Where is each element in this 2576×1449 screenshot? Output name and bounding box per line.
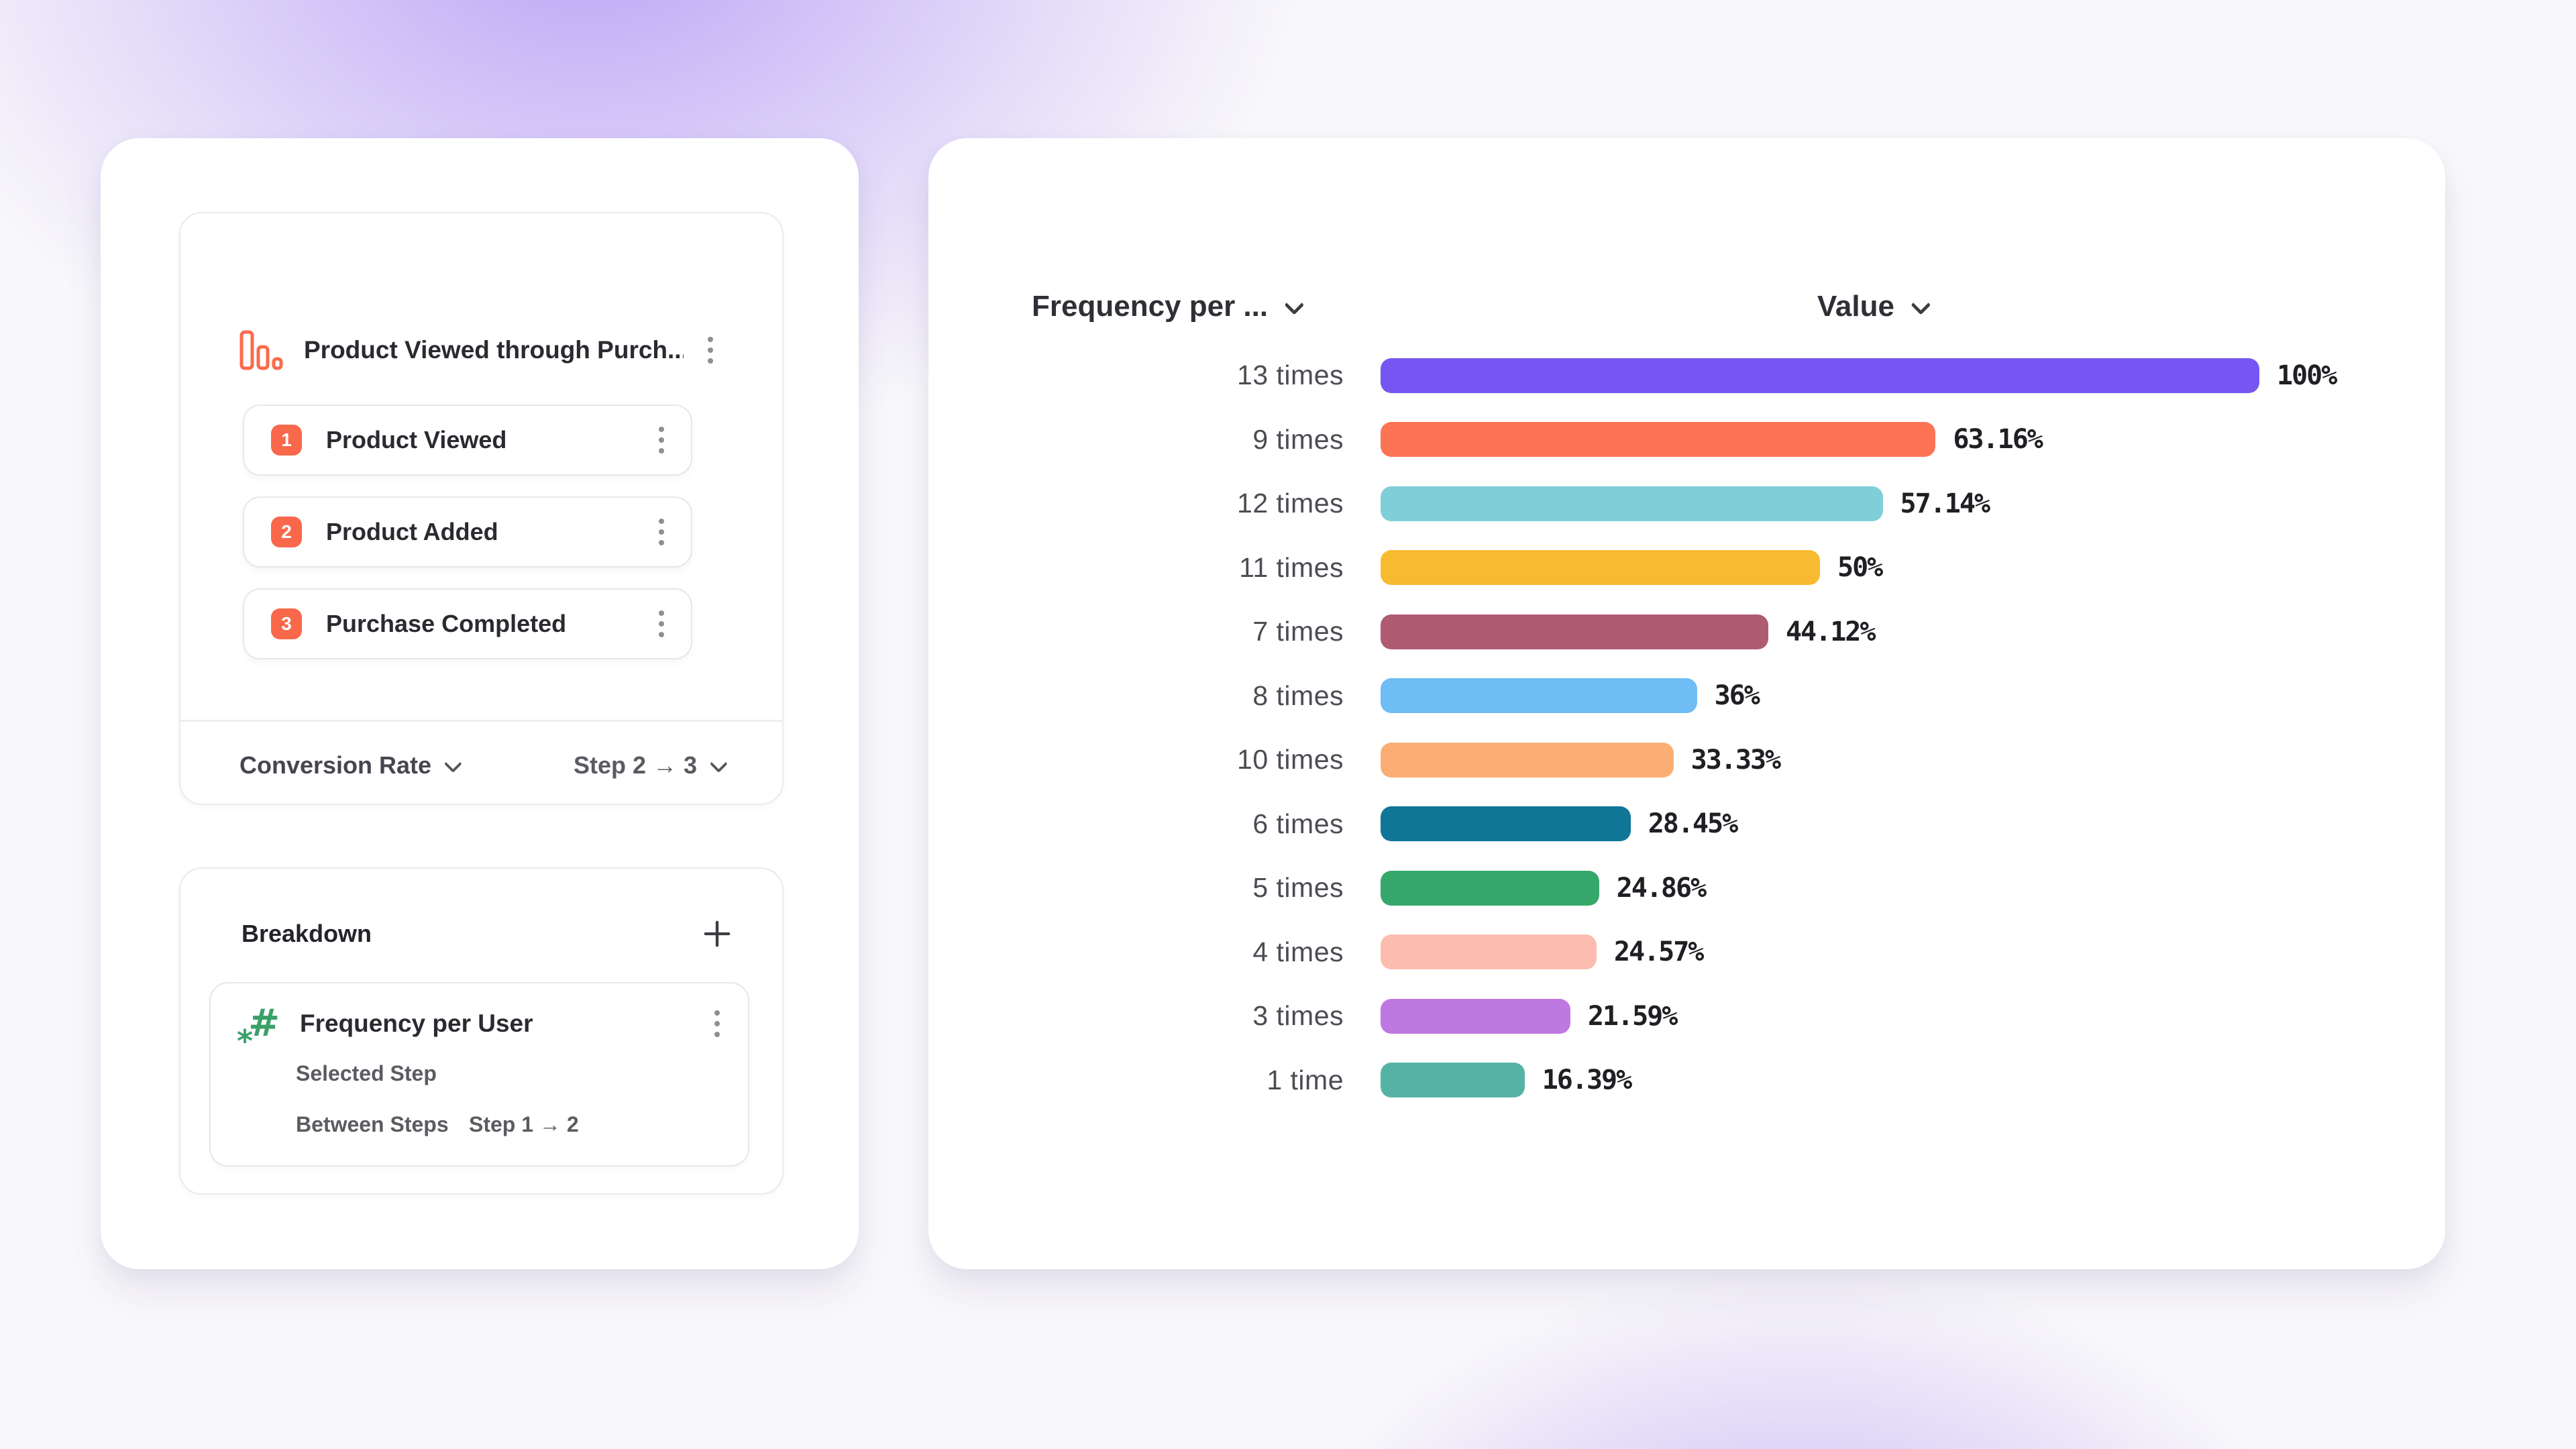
step-label: Purchase Completed (326, 610, 567, 637)
funnel-chart-icon (239, 330, 283, 370)
bar[interactable] (1381, 742, 1674, 777)
bar-row: 10 times 33.33% (928, 728, 2445, 792)
category-column-header[interactable]: Frequency per ... (1032, 290, 1305, 323)
funnel-step-1[interactable]: 1 Product Viewed (243, 405, 692, 476)
funnel-kebab-menu[interactable] (704, 333, 717, 368)
funnel-step-2[interactable]: 2 Product Added (243, 496, 692, 568)
metric-footer: Conversion Rate Step 2 → 3 (239, 741, 728, 790)
bar-row: 6 times 28.45% (928, 792, 2445, 857)
step-number-badge: 2 (271, 517, 302, 547)
breakdown-option-value: Step 1 → 2 (469, 1112, 579, 1136)
step-range-dropdown-label: Step 2 → 3 (573, 751, 697, 779)
bar-category-label: 7 times (1252, 616, 1344, 647)
value-column-header[interactable]: Value (1817, 290, 1931, 323)
bar[interactable] (1381, 998, 1570, 1034)
bar-category-label: 3 times (1252, 1000, 1344, 1032)
bar-row: 11 times 50% (928, 536, 2445, 600)
metric-card-divider (180, 720, 782, 722)
bar-row: 8 times 36% (928, 664, 2445, 729)
chevron-down-icon (443, 754, 462, 773)
bar-category-label: 4 times (1252, 936, 1344, 967)
bar-value-label: 24.57% (1613, 936, 1704, 968)
funnel-step-3[interactable]: 3 Purchase Completed (243, 588, 692, 659)
bar-value-label: 33.33% (1690, 744, 1781, 775)
breakdown-option-between-steps[interactable]: Between Steps Step 1 → 2 (296, 1112, 579, 1137)
bar-value-label: 63.16% (1953, 424, 2043, 455)
breakdown-item-header: # * Frequency per User (237, 996, 724, 1059)
bar-category-label: 9 times (1252, 423, 1344, 455)
step-label: Product Viewed (326, 426, 507, 453)
bar[interactable] (1381, 678, 1697, 714)
bar[interactable] (1381, 806, 1631, 842)
category-column-label: Frequency per ... (1032, 290, 1269, 323)
bar-row: 12 times 57.14% (928, 472, 2445, 536)
bar-row: 3 times 21.59% (928, 984, 2445, 1049)
breakdown-section-title: Breakdown (241, 920, 372, 947)
bar-category-label: 12 times (1237, 488, 1344, 519)
breakdown-option-label: Selected Step (296, 1061, 437, 1085)
bar-value-label: 24.86% (1616, 872, 1707, 904)
query-builder-panel: Metric Product Viewed through Purch... 1… (101, 138, 859, 1269)
chevron-down-icon (1911, 294, 1931, 315)
breakdown-card: Breakdown # * Frequency per User Selected… (179, 867, 784, 1195)
bar[interactable] (1381, 614, 1768, 649)
bar[interactable] (1381, 486, 1883, 521)
bar[interactable] (1381, 1063, 1525, 1098)
bar-category-label: 8 times (1252, 680, 1344, 711)
measure-dropdown-label: Conversion Rate (239, 751, 432, 779)
bar-value-label: 21.59% (1587, 1000, 1678, 1032)
bar-row: 9 times 63.16% (928, 408, 2445, 472)
bar-category-label: 5 times (1252, 872, 1344, 904)
bar[interactable] (1381, 358, 2259, 393)
bar-category-label: 1 time (1267, 1064, 1344, 1095)
bar-row: 4 times 24.57% (928, 920, 2445, 985)
breakdown-item[interactable]: # * Frequency per User Selected Step Betw… (209, 982, 749, 1167)
value-column-label: Value (1817, 290, 1894, 323)
chevron-down-icon (1284, 294, 1305, 315)
breakdown-header: Breakdown (241, 910, 733, 957)
bar[interactable] (1381, 550, 1820, 586)
bar-category-label: 13 times (1237, 360, 1344, 391)
chevron-down-icon (709, 754, 728, 773)
bar-chart: 13 times 100% 9 times 63.16% 12 times 57.14% 1… (928, 343, 2445, 1112)
bar-value-label: 28.45% (1648, 808, 1738, 840)
bar-row: 5 times 24.86% (928, 856, 2445, 920)
bar-row: 7 times 44.12% (928, 600, 2445, 664)
step-kebab-menu[interactable] (655, 606, 668, 641)
breakdown-option-label: Between Steps (296, 1112, 449, 1136)
bar-value-label: 50% (1837, 552, 1883, 584)
bar-value-label: 36% (1714, 680, 1760, 712)
step-label: Product Added (326, 518, 498, 545)
bar-value-label: 57.14% (1900, 488, 1990, 519)
breakdown-kebab-menu[interactable] (710, 1006, 724, 1041)
chart-panel: Frequency per ... Value 13 times 100% 9 ti… (928, 138, 2445, 1269)
breakdown-item-name: Frequency per User (300, 1010, 533, 1037)
breakdown-option-selected-step[interactable]: Selected Step (296, 1061, 437, 1086)
bar-value-label: 100% (2277, 360, 2337, 391)
funnel-metric-header[interactable]: Product Viewed through Purch... (239, 318, 717, 382)
bar-row: 1 time 16.39% (928, 1049, 2445, 1113)
bar-value-label: 16.39% (1542, 1065, 1632, 1096)
bar-category-label: 11 times (1239, 551, 1344, 583)
measure-dropdown[interactable]: Conversion Rate (239, 751, 462, 780)
bar[interactable] (1381, 934, 1597, 970)
bar-category-label: 10 times (1237, 744, 1344, 775)
metric-card: Product Viewed through Purch... 1 Produc… (179, 212, 784, 805)
numeric-property-icon: # * (237, 1002, 280, 1059)
bar-category-label: 6 times (1252, 808, 1344, 839)
step-number-badge: 3 (271, 608, 302, 639)
funnel-metric-name: Product Viewed through Purch... (304, 336, 684, 364)
bar-row: 13 times 100% (928, 343, 2445, 408)
step-number-badge: 1 (271, 425, 302, 455)
bar-value-label: 44.12% (1785, 616, 1876, 647)
step-kebab-menu[interactable] (655, 423, 668, 458)
add-breakdown-button[interactable] (702, 918, 733, 949)
bar[interactable] (1381, 422, 1936, 458)
step-range-dropdown[interactable]: Step 2 → 3 (573, 751, 728, 780)
step-kebab-menu[interactable] (655, 515, 668, 549)
bar[interactable] (1381, 870, 1599, 906)
